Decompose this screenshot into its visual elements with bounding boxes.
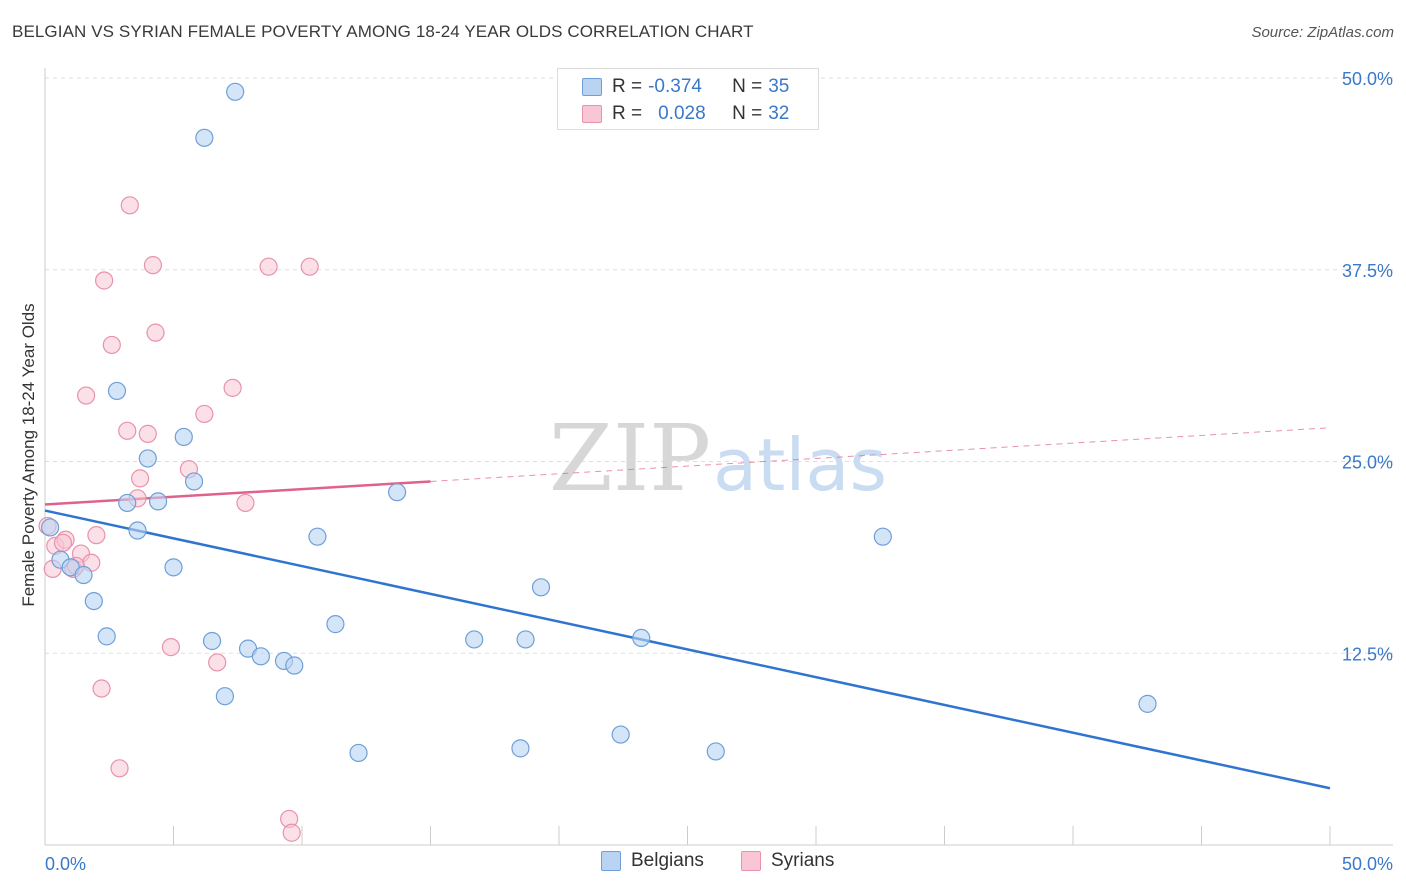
syrian-point	[146, 323, 165, 342]
r-label: R =	[612, 76, 643, 97]
belgian-point	[174, 427, 193, 447]
belgian-point	[285, 656, 304, 675]
belgian-point	[74, 565, 93, 585]
belgian-point	[611, 725, 630, 744]
belgian-point	[128, 521, 147, 540]
belgian-point	[516, 630, 535, 649]
belgian-point	[511, 739, 530, 758]
belgian-point	[349, 743, 368, 763]
r-value: 0.028	[658, 103, 706, 124]
belgian-point	[41, 518, 60, 537]
legend-item-syrians[interactable]: Syrians	[741, 850, 834, 872]
source-label: Source: ZipAtlas.com	[1251, 24, 1394, 41]
watermark-atlas: atlas	[713, 423, 887, 507]
syrian-point	[87, 526, 106, 545]
grid-lines	[45, 77, 1393, 654]
belgian-point	[706, 742, 725, 761]
x-tick-label: 0.0%	[45, 854, 86, 874]
belgian-point	[164, 558, 183, 577]
syrian-swatch	[741, 851, 761, 871]
syrian-point	[282, 823, 301, 842]
legend-label-belgians: Belgians	[631, 850, 704, 871]
legend-item-belgians[interactable]: Belgians	[601, 850, 704, 872]
axes	[44, 68, 1393, 846]
x-tick-label: 50.0%	[1342, 854, 1393, 874]
syrian-point	[143, 256, 163, 275]
syrian-point	[110, 759, 129, 778]
chart-title: BELGIAN VS SYRIAN FEMALE POVERTY AMONG 1…	[12, 22, 754, 41]
syrian-point	[130, 469, 150, 488]
syrian-point	[53, 533, 73, 552]
syrian-point	[77, 386, 96, 405]
belgian-point	[226, 82, 245, 101]
belgian-point	[195, 128, 214, 147]
legend-row-belgians: R = -0.374 N = 35	[582, 74, 789, 100]
trend-lines	[44, 427, 1331, 790]
y-tick-label: 50.0%	[1342, 69, 1393, 89]
y-tick-label: 25.0%	[1342, 453, 1393, 473]
belgian-point	[387, 483, 407, 502]
belgian-point	[138, 449, 157, 468]
syrian-point	[120, 196, 139, 215]
legend-stats: R = -0.374 N = 35 R = 0.028 N = 32	[557, 68, 819, 130]
belgian-point	[531, 578, 551, 597]
syrian-trend-extension	[430, 427, 1331, 482]
belgian-point	[251, 647, 270, 666]
syrian-point	[300, 257, 319, 276]
watermark-zip: ZIP	[549, 405, 711, 512]
belgian-point	[118, 493, 137, 513]
syrian-point	[95, 271, 114, 290]
syrian-point	[161, 638, 181, 657]
syrian-point	[195, 404, 214, 424]
belgian-point	[1138, 694, 1157, 713]
belgian-point	[632, 628, 651, 648]
legend-series: Belgians Syrians	[0, 850, 1406, 878]
n-value: 32	[768, 103, 790, 124]
r-value: -0.374	[648, 76, 702, 97]
y-tick-label: 37.5%	[1342, 261, 1393, 281]
y-axis-label: Female Poverty Among 18-24 Year Olds	[19, 303, 38, 607]
belgian-points	[41, 82, 1157, 763]
belgian-point	[308, 527, 327, 546]
legend-row-syrians: R = 0.028 N = 32	[582, 101, 789, 127]
syrian-point	[236, 493, 255, 513]
n-value: 35	[768, 76, 790, 97]
r-label: R =	[612, 103, 643, 124]
belgian-point	[202, 631, 222, 651]
belgian-point	[184, 472, 204, 491]
syrian-point	[118, 421, 137, 440]
n-label: N =	[732, 103, 763, 124]
belgian-point	[148, 492, 168, 511]
watermark: ZIP atlas	[549, 405, 887, 512]
belgian-swatch	[582, 78, 602, 96]
belgian-swatch	[601, 851, 621, 871]
syrian-swatch	[582, 105, 602, 123]
belgian-point	[84, 591, 103, 611]
tick-labels: 12.5% 25.0% 37.5% 50.0% 0.0% 50.0%	[45, 69, 1393, 874]
y-tick-label: 12.5%	[1342, 644, 1393, 664]
syrian-point	[223, 378, 242, 397]
belgian-point	[97, 627, 116, 646]
n-label: N =	[732, 76, 763, 97]
syrian-point	[259, 257, 278, 276]
legend-label-syrians: Syrians	[771, 850, 835, 871]
belgian-point	[465, 630, 484, 649]
belgian-trend-line	[44, 509, 1331, 790]
syrian-point	[208, 653, 227, 672]
belgian-point	[215, 687, 234, 706]
belgian-point	[107, 381, 127, 401]
syrian-point	[102, 335, 121, 355]
belgian-point	[326, 615, 345, 634]
belgian-point	[873, 527, 892, 546]
syrian-trend-line	[44, 480, 431, 506]
syrian-point	[138, 424, 157, 443]
syrian-point	[92, 679, 111, 698]
